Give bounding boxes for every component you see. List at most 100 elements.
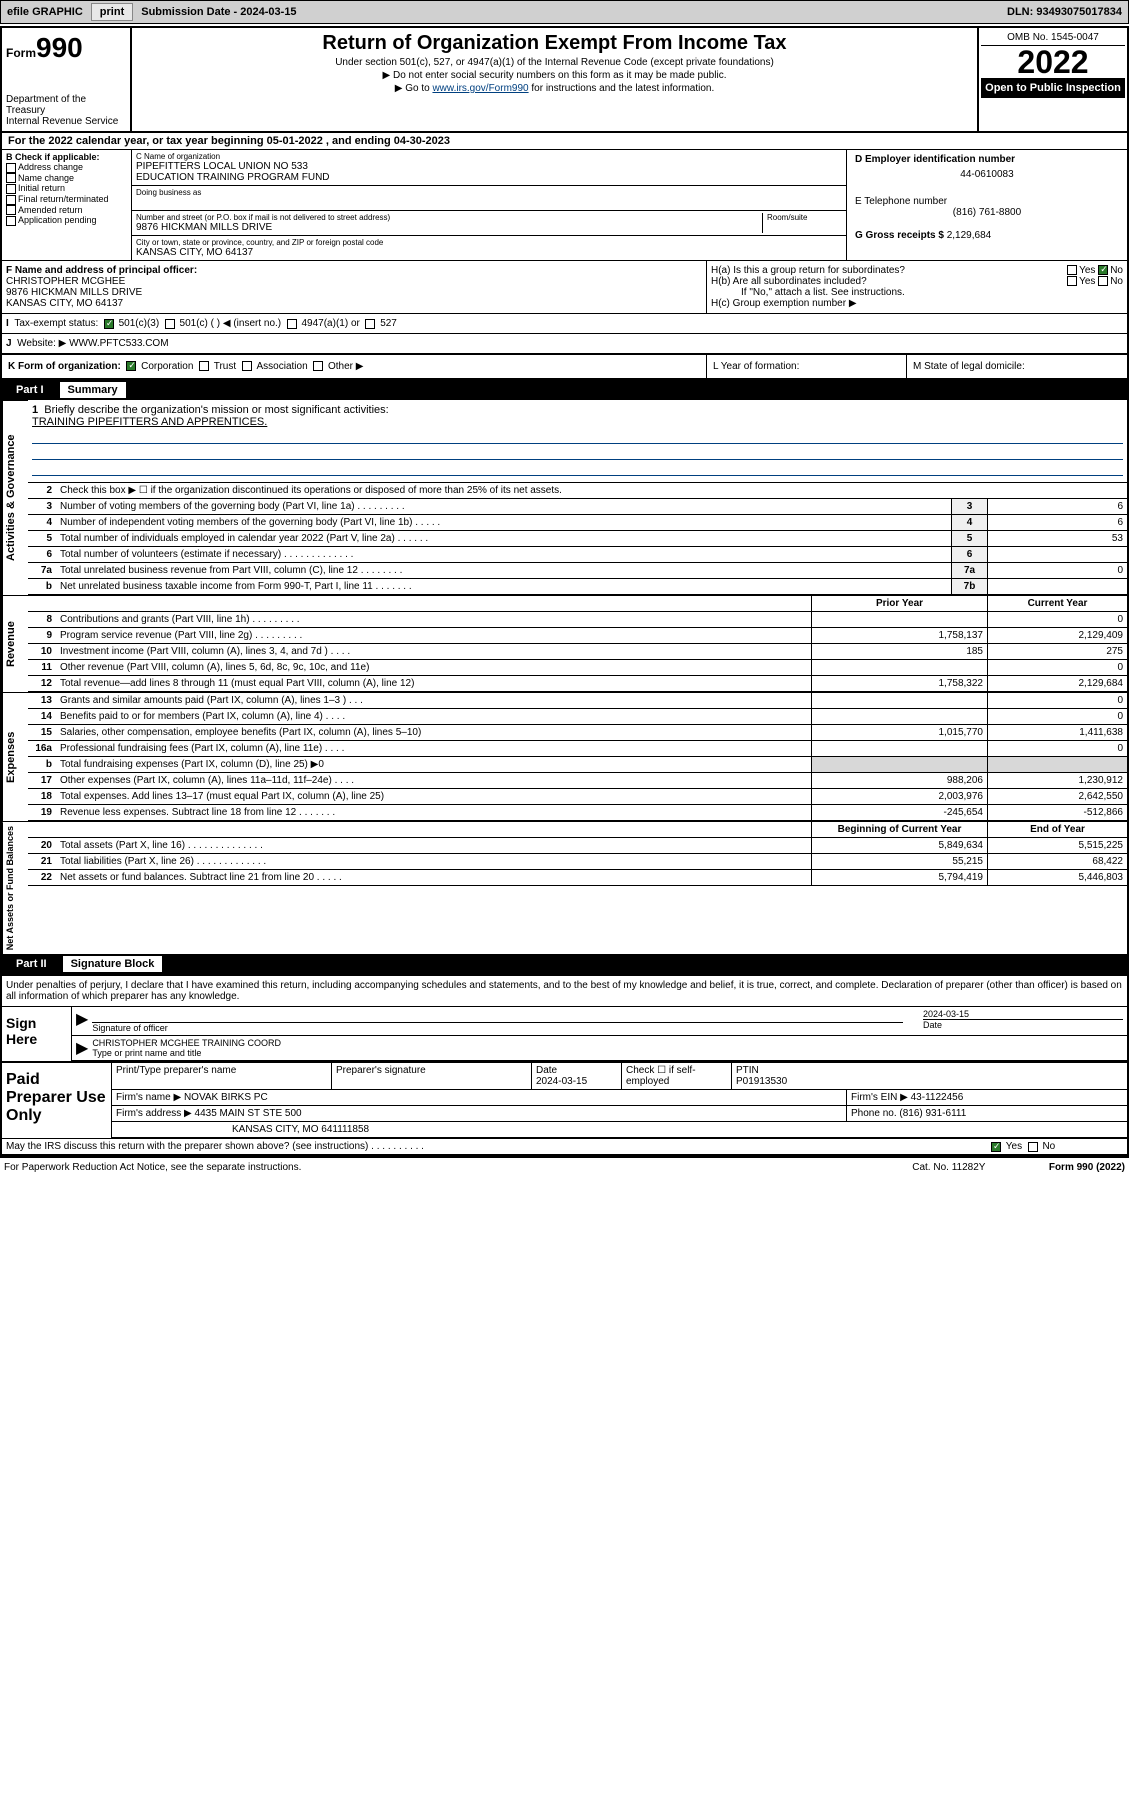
section-l: L Year of formation: <box>707 355 907 378</box>
section-h: H(a) Is this a group return for subordin… <box>707 261 1127 313</box>
cat-no: Cat. No. 11282Y <box>849 1162 1049 1173</box>
summary-row-12: 12Total revenue—add lines 8 through 11 (… <box>28 676 1127 692</box>
summary-row-21: 21Total liabilities (Part X, line 26) . … <box>28 854 1127 870</box>
ha-label: H(a) Is this a group return for subordin… <box>711 265 905 276</box>
sig-date-label: Date <box>923 1020 942 1030</box>
website-url: WWW.PFTC533.COM <box>69 338 168 349</box>
col-current: Current Year <box>987 596 1127 611</box>
year-box: OMB No. 1545-0047 2022 Open to Public In… <box>977 28 1127 131</box>
chk-name[interactable]: Name change <box>6 173 127 184</box>
chk-initial[interactable]: Initial return <box>6 183 127 194</box>
subtitle-2: ▶ Do not enter social security numbers o… <box>136 70 973 81</box>
ptin: P01913530 <box>736 1076 787 1087</box>
officer-label: F Name and address of principal officer: <box>6 265 702 276</box>
form-footer: Form 990 (2022) <box>1049 1162 1125 1173</box>
chk-amended[interactable]: Amended return <box>6 205 127 216</box>
chk-501c[interactable] <box>165 319 175 329</box>
line-5: Total number of individuals employed in … <box>56 531 951 546</box>
top-toolbar: efile GRAPHIC print Submission Date - 20… <box>0 0 1129 24</box>
section-d-e-g: D Employer identification number44-06100… <box>847 150 1127 260</box>
part-1-header: Part ISummary <box>2 380 1127 400</box>
room-suite: Room/suite <box>762 213 842 233</box>
officer-addr: 9876 HICKMAN MILLS DRIVE <box>6 287 702 298</box>
prep-sig-hdr: Preparer's signature <box>332 1063 532 1089</box>
form-title-box: Return of Organization Exempt From Incom… <box>132 28 977 131</box>
ein-label: D Employer identification number <box>855 154 1119 165</box>
section-b: B Check if applicable: Address change Na… <box>2 150 132 260</box>
paperwork-notice: For Paperwork Reduction Act Notice, see … <box>4 1162 849 1173</box>
summary-row-16a: 16aProfessional fundraising fees (Part I… <box>28 741 1127 757</box>
officer-print-name: CHRISTOPHER MCGHEE TRAINING COORD <box>92 1038 1123 1048</box>
city-state-zip: KANSAS CITY, MO 64137 <box>136 247 842 258</box>
mission-text: TRAINING PIPEFITTERS AND APPRENTICES. <box>32 416 267 428</box>
self-employed-chk[interactable]: Check ☐ if self-employed <box>622 1063 732 1089</box>
line-7b-value <box>987 579 1127 594</box>
subdate-label: Submission Date - 2024-03-15 <box>135 4 302 20</box>
discuss-no[interactable] <box>1028 1142 1038 1152</box>
hb-label: H(b) Are all subordinates included? <box>711 276 867 287</box>
discuss-yes[interactable] <box>991 1142 1001 1152</box>
line-6-value <box>987 547 1127 562</box>
sign-here-label: Sign Here <box>2 1007 72 1061</box>
addr-label: Number and street (or P.O. box if mail i… <box>136 213 762 222</box>
tax-year: 2022 <box>981 46 1125 78</box>
part-2-header: Part IISignature Block <box>2 954 1127 974</box>
phone-label: E Telephone number <box>855 196 1119 207</box>
summary-row-15: 15Salaries, other compensation, employee… <box>28 725 1127 741</box>
chk-assoc[interactable] <box>242 361 252 371</box>
summary-row-17: 17Other expenses (Part IX, column (A), l… <box>28 773 1127 789</box>
summary-row-b: bTotal fundraising expenses (Part IX, co… <box>28 757 1127 773</box>
form-number-box: Form990 Department of the Treasury Inter… <box>2 28 132 131</box>
org-name-1: PIPEFITTERS LOCAL UNION NO 533 <box>136 161 842 172</box>
irs-link[interactable]: www.irs.gov/Form990 <box>432 83 528 94</box>
dept-treasury: Department of the Treasury <box>6 94 126 116</box>
section-i-tax-status: I Tax-exempt status: 501(c)(3) 501(c) ( … <box>2 314 1127 334</box>
summary-row-20: 20Total assets (Part X, line 16) . . . .… <box>28 838 1127 854</box>
section-c: C Name of organization PIPEFITTERS LOCAL… <box>132 150 847 260</box>
summary-row-18: 18Total expenses. Add lines 13–17 (must … <box>28 789 1127 805</box>
dln: DLN: 93493075017834 <box>1001 4 1128 20</box>
summary-row-11: 11Other revenue (Part VIII, column (A), … <box>28 660 1127 676</box>
summary-row-22: 22Net assets or fund balances. Subtract … <box>28 870 1127 886</box>
chk-527[interactable] <box>365 319 375 329</box>
summary-row-19: 19Revenue less expenses. Subtract line 1… <box>28 805 1127 821</box>
chk-final[interactable]: Final return/terminated <box>6 194 127 205</box>
line-3: Number of voting members of the governin… <box>56 499 951 514</box>
ein-value: 44-0610083 <box>855 165 1119 184</box>
chk-corp[interactable] <box>126 361 136 371</box>
open-inspection: Open to Public Inspection <box>981 78 1125 98</box>
gross-receipts: 2,129,684 <box>947 230 992 241</box>
chk-501c3[interactable] <box>104 319 114 329</box>
summary-row-14: 14Benefits paid to or for members (Part … <box>28 709 1127 725</box>
efile-label: efile GRAPHIC <box>1 4 89 20</box>
chk-other[interactable] <box>313 361 323 371</box>
summary-row-9: 9Program service revenue (Part VIII, lin… <box>28 628 1127 644</box>
declaration-text: Under penalties of perjury, I declare th… <box>2 976 1127 1007</box>
org-name-2: EDUCATION TRAINING PROGRAM FUND <box>136 172 842 183</box>
subtitle-3: ▶ Go to www.irs.gov/Form990 for instruct… <box>136 83 973 94</box>
b-label: B Check if applicable: <box>6 152 127 162</box>
col-end: End of Year <box>987 822 1127 837</box>
print-name-label: Type or print name and title <box>92 1048 201 1058</box>
summary-row-10: 10Investment income (Part VIII, column (… <box>28 644 1127 660</box>
line-3-value: 6 <box>987 499 1127 514</box>
firm-city: KANSAS CITY, MO 641111858 <box>112 1122 1127 1137</box>
form-title: Return of Organization Exempt From Incom… <box>136 32 973 55</box>
section-f: F Name and address of principal officer:… <box>2 261 707 313</box>
section-k: K Form of organization: Corporation Trus… <box>2 355 707 378</box>
line-7a: Total unrelated business revenue from Pa… <box>56 563 951 578</box>
chk-pending[interactable]: Application pending <box>6 215 127 226</box>
paid-preparer-label: Paid Preparer Use Only <box>2 1063 112 1138</box>
line-4-value: 6 <box>987 515 1127 530</box>
hc-label: H(c) Group exemption number ▶ <box>711 298 1123 309</box>
chk-address[interactable]: Address change <box>6 162 127 173</box>
print-button[interactable]: print <box>91 3 133 21</box>
chk-trust[interactable] <box>199 361 209 371</box>
line-6: Total number of volunteers (estimate if … <box>56 547 951 562</box>
phone-value: (816) 761-8800 <box>855 207 1119 218</box>
line-5-value: 53 <box>987 531 1127 546</box>
prep-date: 2024-03-15 <box>536 1076 587 1087</box>
sig-officer-label: Signature of officer <box>92 1023 167 1033</box>
chk-4947[interactable] <box>287 319 297 329</box>
line-4: Number of independent voting members of … <box>56 515 951 530</box>
